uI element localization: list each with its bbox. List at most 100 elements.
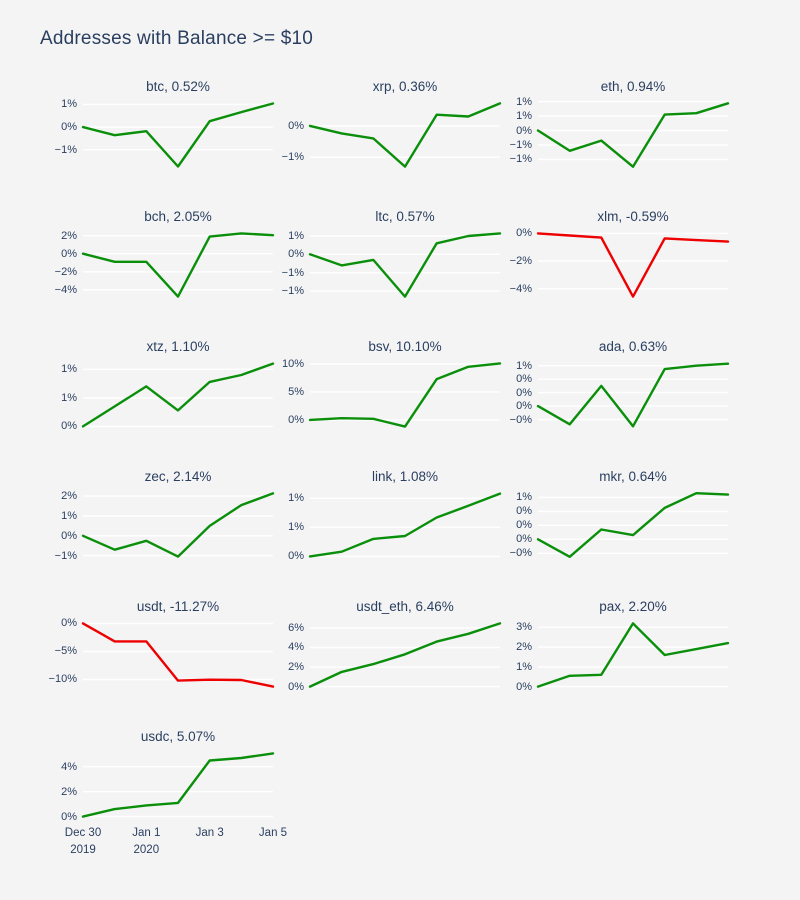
plot-wrap	[536, 229, 730, 301]
chart-usdt: usdt, -11.27% 0% −5% −10%	[35, 598, 275, 728]
x-tick-line1: Jan 1	[132, 827, 161, 839]
y-tick-label: 0%	[288, 119, 304, 132]
chart-title: bch, 2.05%	[144, 209, 212, 224]
plot-wrap	[536, 619, 730, 691]
page-title: Addresses with Balance >= $10	[40, 28, 314, 49]
y-tick-label: −1%	[281, 151, 304, 164]
plot-area	[308, 232, 502, 298]
y-tick-label: 0%	[61, 247, 77, 260]
y-tick-label: 2%	[516, 641, 532, 654]
y-tick-label: 0%	[516, 227, 532, 240]
plot-area	[536, 362, 730, 428]
chart-bsv: bsv, 10.10% 10% 5% 0%	[262, 338, 502, 468]
plot-wrap	[81, 359, 275, 431]
y-tick-label: 0%	[61, 529, 77, 542]
chart-title: usdc, 5.07%	[140, 729, 216, 744]
trend-line	[308, 102, 502, 168]
y-tick-label: 1%	[516, 491, 532, 504]
y-tick-label: 2%	[61, 785, 77, 798]
trend-line	[536, 102, 730, 168]
plot-wrap	[536, 359, 730, 431]
chart-ada: ada, 0.63% 1% 0% 0% 0% −0%	[490, 338, 730, 468]
y-tick-label: −5%	[54, 645, 77, 658]
plot-area	[536, 491, 730, 559]
x-tick-line2: 2019	[70, 844, 96, 856]
y-tick-label: 2%	[288, 661, 304, 674]
chart-title: ada, 0.63%	[598, 339, 668, 354]
y-tick-label: 3%	[516, 621, 532, 634]
plot-wrap	[536, 489, 730, 561]
y-tick-label: 6%	[288, 621, 304, 634]
trend-line	[81, 752, 275, 818]
y-tick-label: 1%	[516, 359, 532, 372]
y-tick-label: 0%	[288, 550, 304, 563]
y-tick-label: 2%	[61, 490, 77, 503]
y-tick-label: 0%	[288, 680, 304, 693]
trend-line	[308, 362, 502, 428]
y-tick-label: −2%	[54, 265, 77, 278]
x-tick-label: Jan 1 2020	[132, 825, 160, 859]
trend-line	[81, 232, 275, 298]
y-tick-label: −0%	[509, 547, 532, 560]
plot-wrap	[308, 229, 502, 301]
y-tick-label: 4%	[61, 760, 77, 773]
y-tick-label: 5%	[288, 385, 304, 398]
plot-area	[81, 362, 275, 428]
chart-title: link, 1.08%	[371, 469, 439, 484]
plot-area	[308, 102, 502, 168]
chart-mkr: mkr, 0.64% 1% 0% 0% 0% −0%	[490, 468, 730, 598]
x-tick-line1: Jan 3	[195, 827, 224, 839]
y-tick-label: −2%	[509, 255, 532, 268]
y-tick-label: 4%	[288, 641, 304, 654]
y-tick-label: 1%	[516, 110, 532, 123]
chart-title: usdt_eth, 6.46%	[356, 599, 454, 614]
trend-line	[536, 622, 730, 688]
y-tick-label: 1%	[61, 391, 77, 404]
y-tick-label: 0%	[61, 810, 77, 823]
plot-area	[81, 622, 275, 688]
trend-line	[81, 362, 275, 428]
y-tick-label: −4%	[509, 282, 532, 295]
y-tick-label: 1%	[61, 509, 77, 522]
y-tick-label: 0%	[516, 400, 532, 413]
chart-title: zec, 2.14%	[144, 469, 212, 484]
trend-line	[308, 232, 502, 298]
y-tick-label: −4%	[54, 283, 77, 296]
y-tick-label: 1%	[288, 521, 304, 534]
y-tick-label: 2%	[61, 229, 77, 242]
plot-wrap	[308, 619, 502, 691]
y-tick-label: −1%	[54, 549, 77, 562]
x-tick-line1: Dec 30	[64, 827, 102, 839]
trend-line	[81, 102, 275, 168]
plot-wrap	[308, 359, 502, 431]
chart-title: mkr, 0.64%	[599, 469, 667, 484]
plot-area	[536, 622, 730, 688]
y-tick-label: 0%	[288, 248, 304, 261]
plot-area	[308, 622, 502, 688]
chart-ltc: ltc, 0.57% 1% 0% −1% −1%	[262, 208, 502, 338]
plot-wrap	[308, 99, 502, 171]
y-tick-label: −1%	[509, 153, 532, 166]
trend-line	[308, 492, 502, 558]
plot-wrap	[308, 489, 502, 561]
plot-area	[536, 100, 730, 168]
plot-area	[308, 492, 502, 558]
y-tick-label: −1%	[54, 143, 77, 156]
x-tick-label: Dec 30 2019	[65, 825, 101, 859]
y-tick-label: 1%	[61, 98, 77, 111]
chart-title: bsv, 10.10%	[368, 339, 442, 354]
plot-area	[81, 752, 275, 818]
y-tick-label: 1%	[516, 660, 532, 673]
chart-title: usdt, -11.27%	[136, 599, 220, 614]
chart-xlm: xlm, -0.59% 0% −2% −4%	[490, 208, 730, 338]
chart-title: pax, 2.20%	[599, 599, 667, 614]
y-tick-label: 0%	[516, 680, 532, 693]
chart-usdt_eth: usdt_eth, 6.46% 6% 4% 2% 0%	[262, 598, 502, 728]
plot-area	[81, 492, 275, 558]
chart-link: link, 1.08% 1% 1% 0%	[262, 468, 502, 598]
y-tick-label: 10%	[281, 357, 304, 370]
y-tick-label: 0%	[61, 121, 77, 134]
chart-bch: bch, 2.05% 2% 0% −2% −4%	[35, 208, 275, 338]
plot-wrap	[81, 99, 275, 171]
